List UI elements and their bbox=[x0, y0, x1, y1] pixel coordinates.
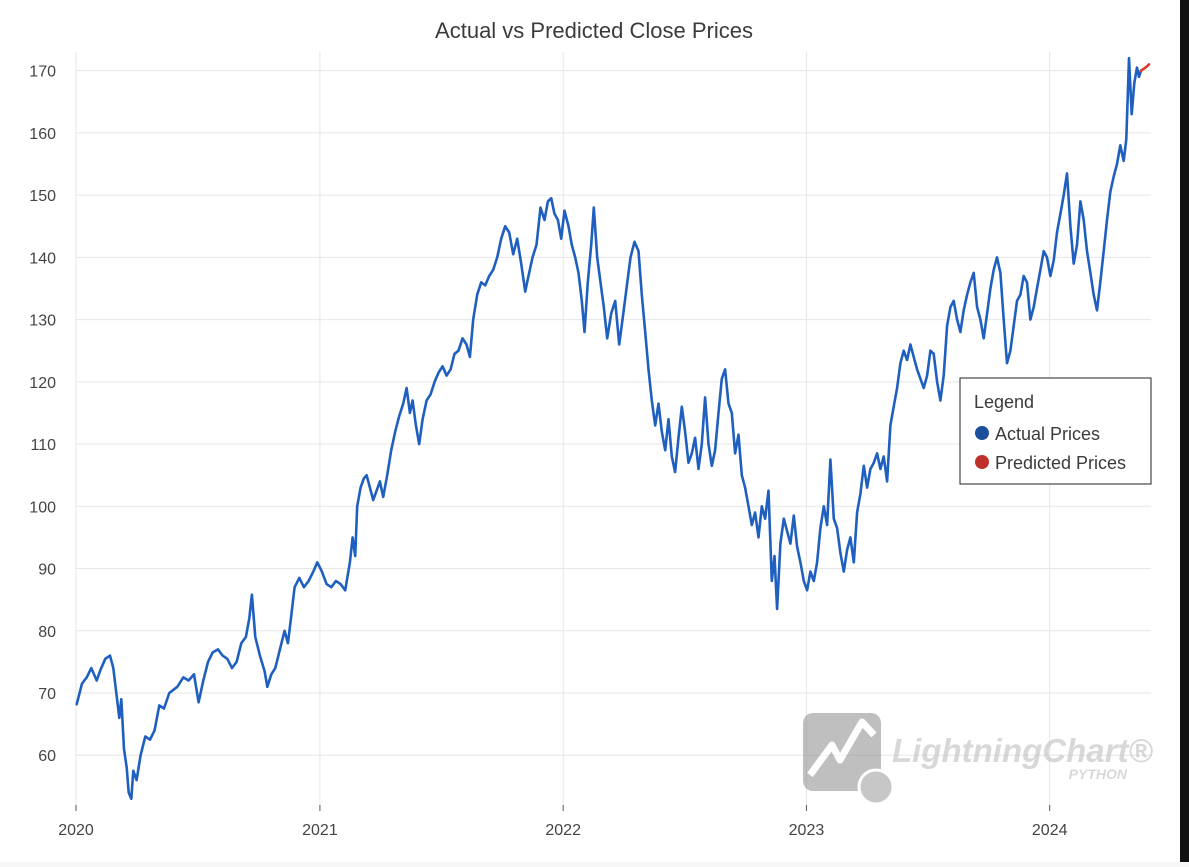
legend-title: Legend bbox=[974, 392, 1034, 412]
lightningchart-watermark: LightningChart® PYTHON bbox=[803, 713, 1153, 804]
x-tick-label: 2021 bbox=[302, 822, 338, 839]
legend-dot-predicted bbox=[975, 455, 989, 469]
legend-label-actual: Actual Prices bbox=[995, 424, 1100, 444]
y-tick-label: 110 bbox=[30, 437, 56, 454]
legend: Legend Actual Prices Predicted Prices bbox=[960, 378, 1151, 484]
x-tick-label: 2022 bbox=[545, 822, 581, 839]
legend-dot-actual bbox=[975, 426, 989, 440]
x-tick-label: 2023 bbox=[789, 822, 825, 839]
logo-subtext: PYTHON bbox=[1069, 766, 1128, 782]
python-logo-icon bbox=[859, 770, 893, 804]
y-tick-label: 120 bbox=[29, 375, 56, 392]
predicted-prices-line bbox=[1141, 64, 1149, 70]
chart-title: Actual vs Predicted Close Prices bbox=[435, 18, 753, 43]
x-tick-label: 2020 bbox=[58, 822, 94, 839]
y-tick-label: 150 bbox=[29, 188, 56, 205]
y-tick-label: 170 bbox=[29, 64, 56, 81]
y-tick-label: 140 bbox=[29, 250, 56, 267]
logo-text: LightningChart® bbox=[892, 732, 1153, 769]
y-tick-label: 100 bbox=[29, 499, 56, 516]
y-tick-label: 90 bbox=[38, 562, 56, 579]
window-edge bbox=[1180, 0, 1189, 862]
axes: 60 70 80 90 100 110 120 130 140 150 160 170 2020 2021… bbox=[29, 64, 1067, 839]
y-tick-label: 70 bbox=[38, 686, 56, 703]
y-tick-label: 80 bbox=[38, 624, 56, 641]
x-tick-label: 2024 bbox=[1032, 822, 1068, 839]
y-tick-label: 60 bbox=[38, 748, 56, 765]
y-tick-label: 160 bbox=[29, 126, 56, 143]
y-tick-label: 130 bbox=[29, 313, 56, 330]
legend-label-predicted: Predicted Prices bbox=[995, 453, 1126, 473]
